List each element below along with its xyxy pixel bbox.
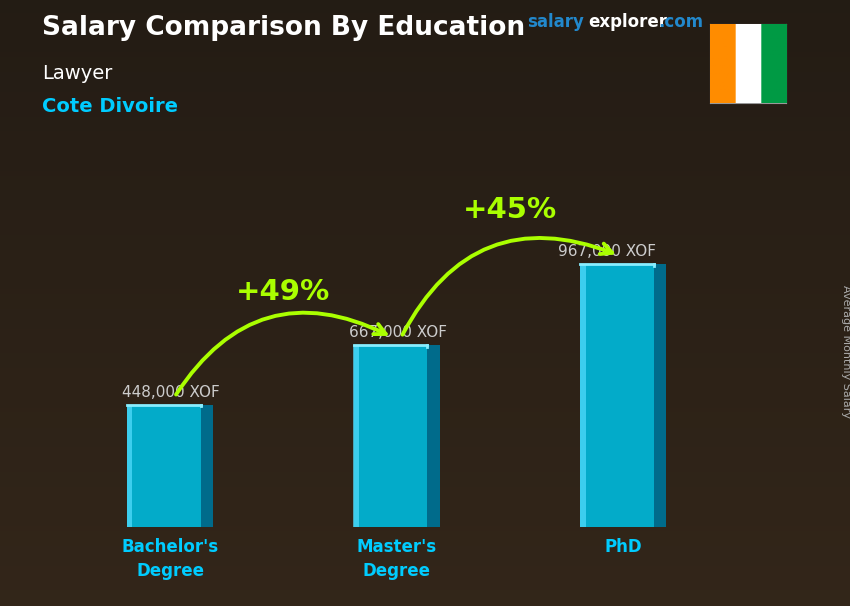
Bar xyxy=(354,345,439,527)
Bar xyxy=(201,405,213,527)
Text: 667,000 XOF: 667,000 XOF xyxy=(349,325,447,341)
Text: +45%: +45% xyxy=(463,196,557,224)
Bar xyxy=(428,345,439,527)
Text: .com: .com xyxy=(659,13,704,32)
Text: +49%: +49% xyxy=(236,278,331,306)
Text: 448,000 XOF: 448,000 XOF xyxy=(122,385,220,400)
Bar xyxy=(654,264,666,527)
Text: Cote Divoire: Cote Divoire xyxy=(42,97,178,116)
Text: 967,000 XOF: 967,000 XOF xyxy=(558,244,655,259)
Text: Average Monthly Salary: Average Monthly Salary xyxy=(841,285,850,418)
Bar xyxy=(354,345,360,527)
Bar xyxy=(581,264,586,527)
Bar xyxy=(127,405,133,527)
Text: Salary Comparison By Education: Salary Comparison By Education xyxy=(42,15,525,41)
Text: Lawyer: Lawyer xyxy=(42,64,113,82)
Text: explorer: explorer xyxy=(588,13,667,32)
Bar xyxy=(127,405,213,527)
Text: salary: salary xyxy=(527,13,584,32)
Bar xyxy=(581,264,666,527)
